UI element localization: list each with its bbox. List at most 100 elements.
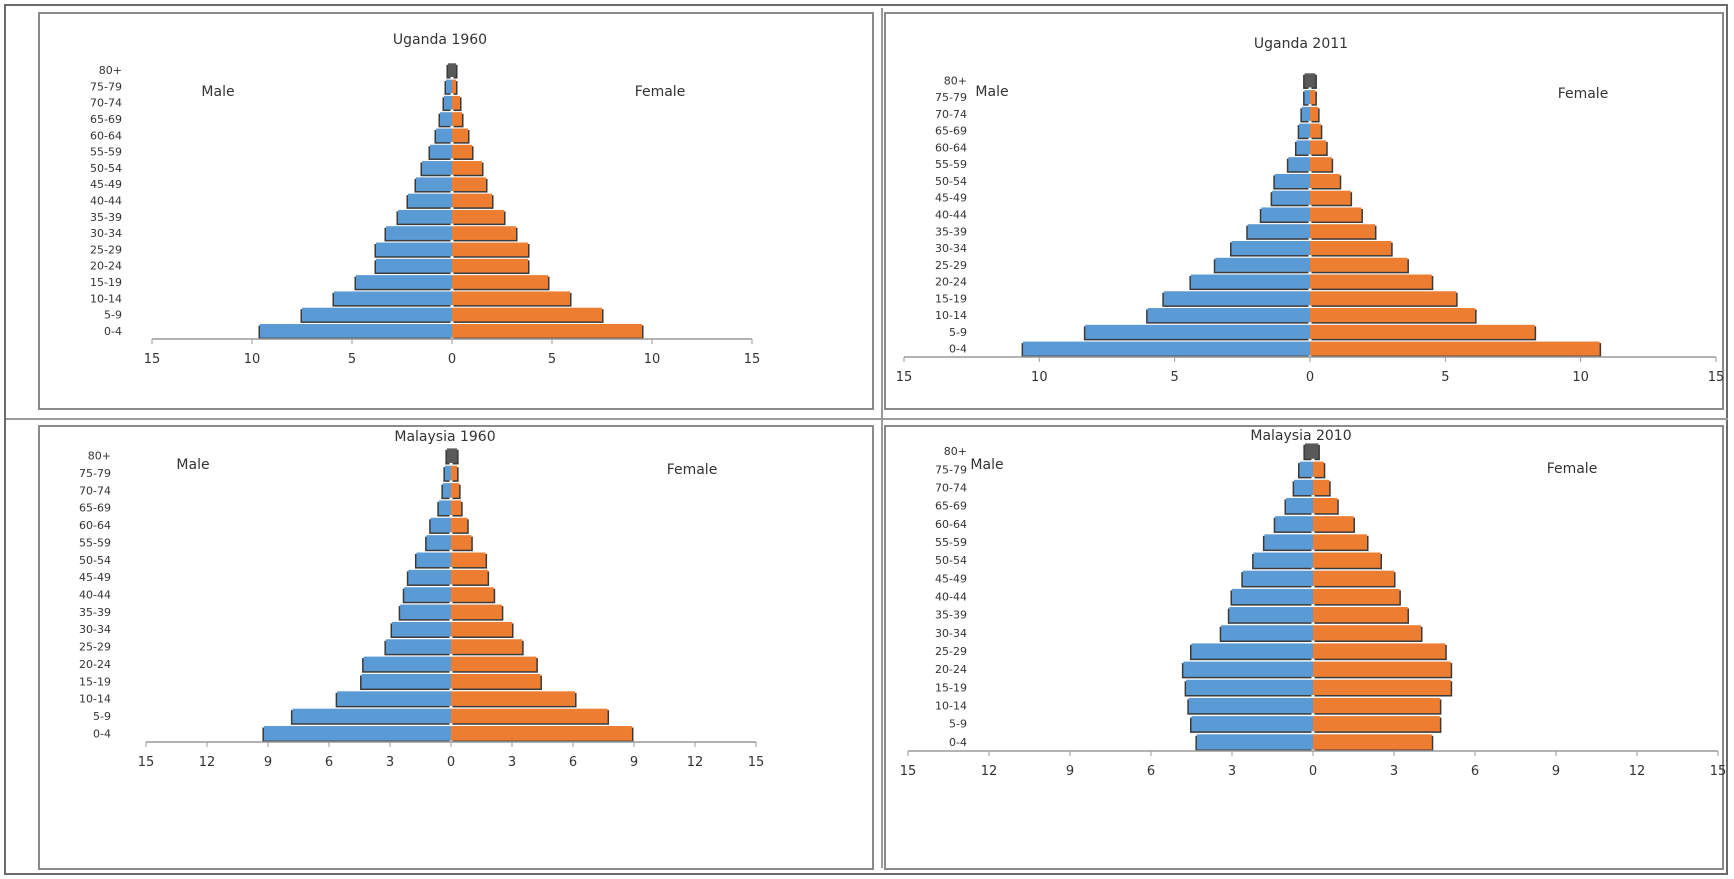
female-bar	[452, 63, 456, 77]
age-group-label: 10-14	[935, 700, 967, 713]
x-tick-label: 3	[386, 755, 394, 770]
male-bar	[416, 552, 451, 568]
male-bar	[440, 112, 452, 126]
male-bar	[356, 275, 452, 289]
female-bar	[1310, 324, 1535, 339]
age-group-label: 45-49	[90, 178, 122, 191]
female-bar	[451, 465, 458, 481]
female-bar	[1310, 190, 1351, 205]
age-group-label: 30-34	[935, 242, 967, 255]
female-bar	[1313, 552, 1381, 568]
age-group-label: 15-19	[90, 276, 122, 289]
x-tick-label: 0	[1309, 764, 1317, 779]
female-bar	[451, 483, 460, 498]
chart-title: Uganda 2011	[1254, 36, 1348, 52]
female-bar	[1313, 607, 1408, 623]
age-group-label: 70-74	[935, 481, 967, 494]
x-tick-label: 9	[264, 755, 272, 770]
male-bar	[408, 569, 451, 585]
female-bar	[1310, 224, 1375, 239]
female-bar	[452, 144, 472, 159]
age-group-label: 30-34	[79, 623, 111, 636]
male-bar	[376, 242, 452, 257]
male-bar	[400, 604, 451, 620]
male-label: Male	[201, 84, 234, 100]
male-bar	[1183, 661, 1313, 677]
female-bar	[451, 673, 541, 689]
age-group-label: 70-74	[79, 484, 111, 497]
age-group-label: 10-14	[90, 292, 122, 305]
x-tick-label: 3	[1390, 764, 1398, 779]
female-bar	[452, 95, 460, 110]
age-group-label: 55-59	[935, 536, 967, 549]
female-bar	[451, 587, 494, 602]
male-bar	[398, 209, 452, 224]
male-bar	[1304, 443, 1313, 459]
age-group-label: 0-4	[949, 343, 967, 356]
male-bar	[1274, 173, 1310, 189]
age-group-label: 75-79	[935, 463, 967, 476]
age-group-label: 30-34	[935, 627, 967, 640]
uganda-2011-panel: Uganda 2011 Male Female 0-4 5-9 10-14 15-19 20-…	[884, 12, 1724, 410]
male-bar	[392, 621, 451, 637]
female-bar	[452, 324, 642, 338]
female-label: Female	[1547, 461, 1598, 477]
female-bar	[451, 639, 523, 654]
female-bar	[1310, 308, 1476, 323]
age-group-label: 0-4	[949, 736, 967, 749]
male-bar	[263, 726, 451, 741]
male-bar	[363, 656, 451, 672]
female-bar	[452, 79, 456, 94]
x-tick-label: 9	[630, 755, 638, 770]
male-bar	[446, 448, 451, 463]
male-bar	[292, 708, 451, 724]
age-group-label: 50-54	[90, 162, 122, 175]
female-bar	[1313, 716, 1440, 732]
pyramid-chart-svg: Uganda 1960 Male Female 0-4 5-9 10-14 15-19 20-…	[90, 32, 760, 367]
x-tick-label: 0	[448, 352, 456, 367]
age-group-label: 5-9	[93, 710, 111, 723]
male-bar	[334, 291, 452, 306]
x-tick-label: 12	[687, 755, 704, 770]
age-group-label: 15-19	[935, 292, 967, 305]
male-bar	[1188, 697, 1313, 714]
male-bar	[448, 63, 452, 77]
male-bar	[1299, 123, 1310, 138]
female-bar	[451, 726, 632, 741]
female-bar	[451, 569, 488, 585]
female-label: Female	[1558, 86, 1609, 102]
male-bar	[1196, 734, 1313, 750]
x-tick-label: 3	[1228, 764, 1236, 779]
male-bar	[408, 193, 452, 208]
male-bar	[1147, 308, 1310, 323]
x-tick-label: 15	[138, 755, 155, 770]
male-bar	[1247, 224, 1310, 239]
female-bar	[1313, 461, 1324, 477]
male-bar	[442, 483, 451, 498]
uganda-1960-panel: Uganda 1960 Male Female 0-4 5-9 10-14 15-19 20-…	[38, 12, 874, 410]
male-bar	[1288, 157, 1310, 172]
age-group-label: 60-64	[935, 141, 967, 154]
female-bar	[1310, 106, 1319, 121]
x-tick-label: 3	[508, 755, 516, 770]
age-group-label: 45-49	[935, 192, 967, 205]
x-tick-label: 5	[1171, 370, 1179, 385]
x-tick-label: 5	[348, 352, 356, 367]
age-group-label: 45-49	[79, 571, 111, 584]
malaysia-1960-panel: Malaysia 1960 Male Female 0-4 5-9 10-14 15-19 2…	[38, 425, 874, 870]
male-bar	[1272, 190, 1310, 205]
female-bar	[451, 656, 537, 672]
x-tick-label: 6	[325, 755, 333, 770]
x-tick-label: 9	[1552, 764, 1560, 779]
male-label: Male	[176, 457, 209, 473]
male-bar	[1299, 461, 1313, 477]
age-group-label: 20-24	[935, 276, 967, 289]
female-bar	[1310, 73, 1316, 88]
male-bar	[444, 465, 451, 481]
x-tick-label: 5	[548, 352, 556, 367]
male-bar	[1221, 625, 1313, 641]
x-tick-label: 12	[981, 764, 998, 779]
female-bar	[451, 500, 462, 516]
male-bar	[1215, 257, 1310, 272]
female-bar	[452, 177, 486, 192]
